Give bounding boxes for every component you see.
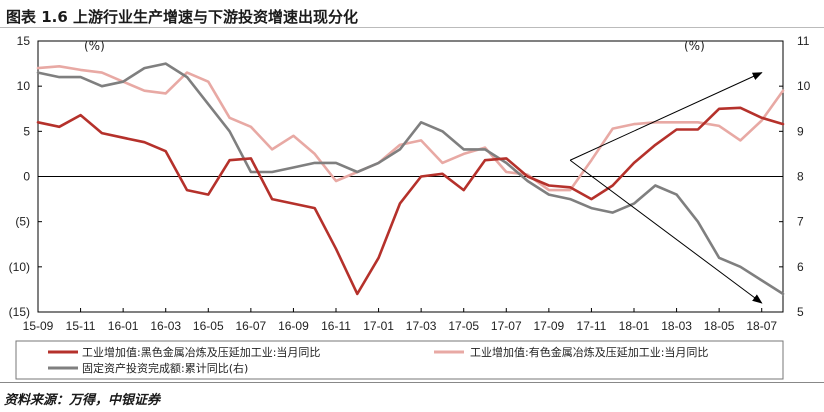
x-axis-tick-label: 16-05: [193, 319, 224, 333]
right-axis-unit: (%): [684, 39, 705, 53]
chart-title: 图表 1.6 上游行业生产增速与下游投资增速出现分化: [6, 8, 359, 26]
title-divider: [0, 27, 824, 28]
right-axis-tick-label: 10: [797, 79, 811, 93]
x-axis-tick-label: 18-01: [619, 319, 650, 333]
left-axis-tick-label: (15): [9, 305, 30, 319]
legend-item-nonferrous: 工业增加值:有色金属冶炼及压延加工业:当月同比: [434, 345, 708, 359]
left-axis-unit: (%): [84, 39, 105, 53]
series-ferrous-metal-line: [36, 106, 785, 296]
right-axis-tick-label: 9: [797, 124, 804, 138]
left-axis-tick-label: 10: [17, 79, 31, 93]
legend-label: 工业增加值:有色金属冶炼及压延加工业:当月同比: [470, 345, 708, 359]
x-axis-tick-label: 17-11: [577, 319, 607, 333]
x-axis-tick-label: 17-07: [491, 319, 522, 333]
x-axis-tick-label: 16-03: [150, 319, 181, 333]
x-axis-tick-label: 18-03: [661, 319, 692, 333]
legend-label: 工业增加值:黑色金属冶炼及压延加工业:当月同比: [82, 345, 320, 359]
x-axis-tick-label: 17-09: [534, 319, 565, 333]
series-fixed-asset-investment-line: [36, 62, 785, 296]
left-axis-tick-label: 15: [17, 34, 31, 48]
right-axis-tick-label: 5: [797, 305, 804, 319]
x-axis-tick-label: 18-05: [704, 319, 735, 333]
legend-item-fixed-asset: 固定资产投资完成额:累计同比(右): [48, 361, 248, 375]
x-axis-tick-label: 18-07: [746, 319, 777, 333]
legend-item-ferrous: 工业增加值:黑色金属冶炼及压延加工业:当月同比: [48, 345, 320, 359]
series-nonferrous-metal-line: [36, 65, 785, 192]
left-axis-tick-label: 5: [23, 124, 30, 138]
left-axis-tick-label: (10): [9, 260, 30, 274]
trend-arrow-up: [569, 72, 763, 161]
right-axis-tick-label: 11: [797, 34, 810, 48]
right-axis-tick-label: 6: [797, 260, 804, 274]
x-axis-tick-label: 15-09: [23, 319, 54, 333]
trend-arrow-down: [569, 159, 763, 304]
left-axis-tick-label: (5): [15, 215, 30, 229]
left-axis-tick-label: 0: [23, 170, 30, 184]
source-note: 资料来源：万得，中银证券: [4, 393, 161, 408]
source-divider: [0, 382, 824, 383]
right-axis-tick-label: 8: [797, 170, 804, 184]
x-axis-tick-label: 16-07: [236, 319, 267, 333]
x-axis-tick-label: 16-11: [321, 319, 351, 333]
x-axis-tick-label: 17-01: [363, 319, 394, 333]
legend-box: [15, 340, 784, 380]
line-chart: 15 10 5 0 (5) (10) (15) 11 10 9 8 7 6 5 15-09 15-11 16…: [9, 34, 811, 380]
x-axis-tick-label: 17-03: [406, 319, 437, 333]
right-axis-tick-label: 7: [797, 215, 804, 229]
x-axis-tick-label: 17-05: [448, 319, 479, 333]
legend-label: 固定资产投资完成额:累计同比(右): [82, 361, 248, 375]
x-axis-tick-label: 16-01: [108, 319, 139, 333]
x-axis-tick-label: 16-09: [278, 319, 309, 333]
x-axis-tick-label: 15-11: [66, 319, 96, 333]
